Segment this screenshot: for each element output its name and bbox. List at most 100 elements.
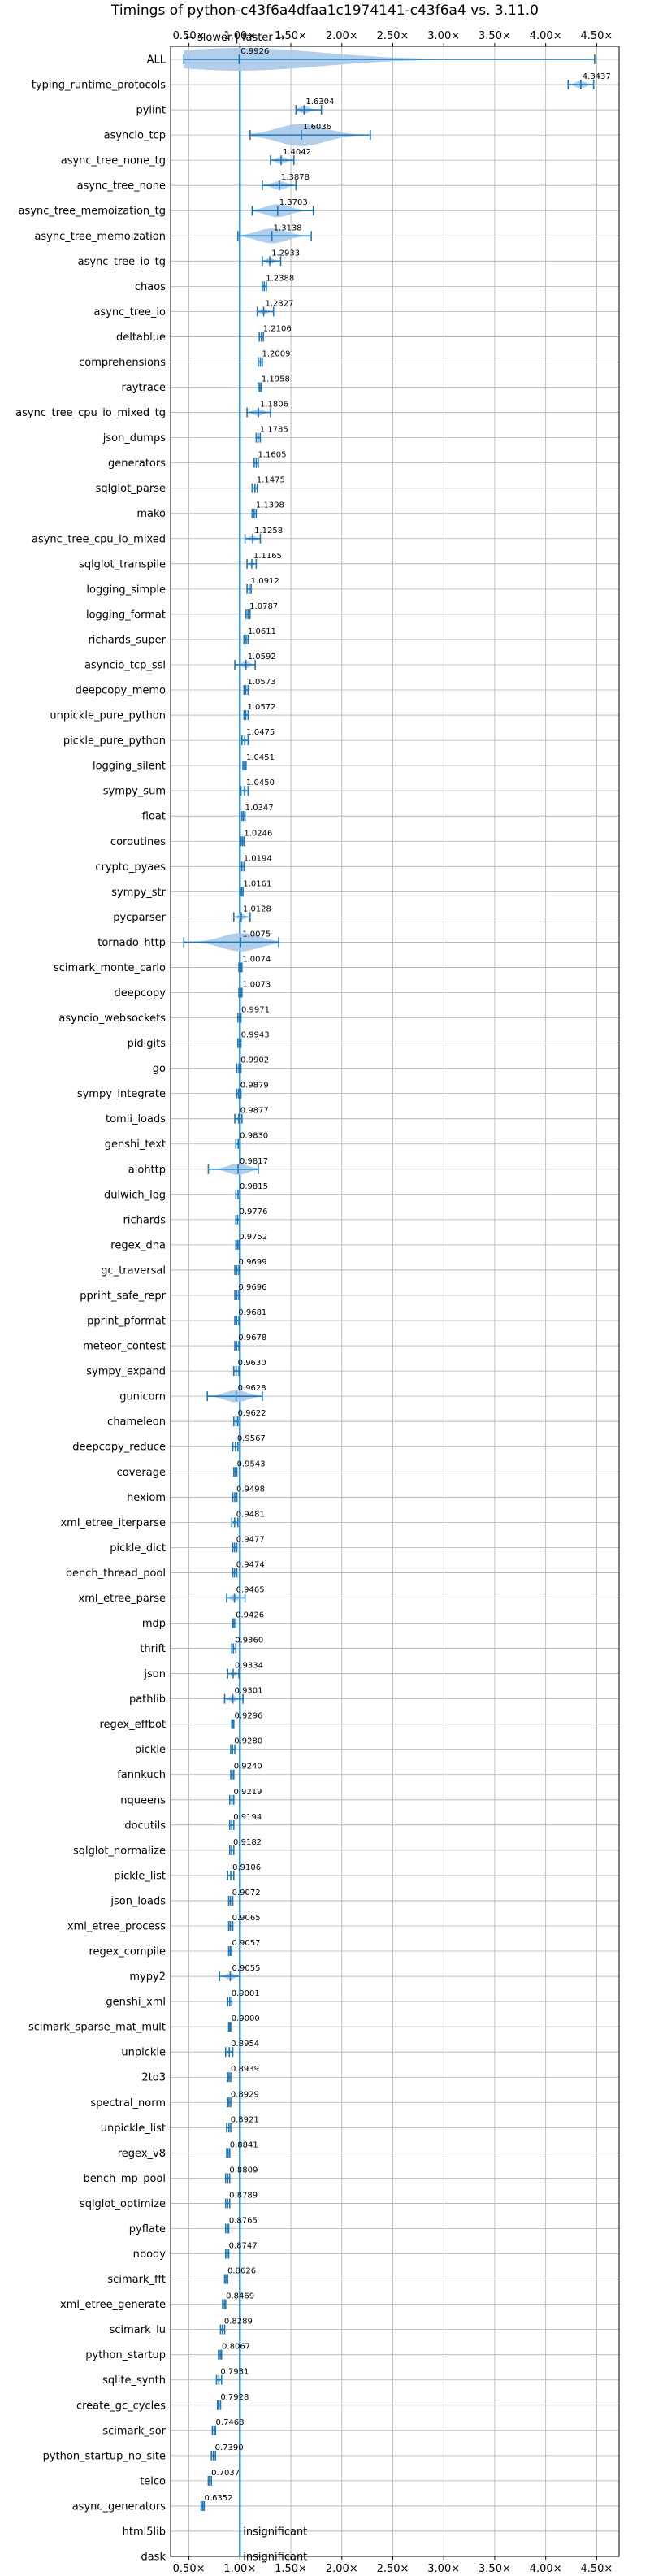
- x-tick-label-bottom: 1.00×: [223, 2563, 256, 2575]
- value-label: 0.8747: [229, 2242, 258, 2251]
- value-label: 0.9902: [240, 1056, 269, 1065]
- row-label: deltablue: [116, 332, 166, 344]
- row-label: async_tree_none: [77, 180, 166, 193]
- value-label: 0.8765: [229, 2216, 258, 2225]
- row-label: chaos: [135, 281, 166, 293]
- value-label: 0.9296: [234, 1712, 262, 1721]
- row-label: unpickle: [121, 2047, 166, 2059]
- row-label: sqlglot_optimize: [80, 2198, 166, 2210]
- x-tick-label-bottom: 4.50×: [580, 2563, 613, 2575]
- row-label: scimark_monte_carlo: [54, 962, 166, 974]
- value-label: 0.8067: [222, 2343, 250, 2352]
- x-tick-label-bottom: 3.50×: [479, 2563, 511, 2575]
- row-label: nqueens: [120, 1794, 166, 1806]
- value-label: 0.9057: [232, 1939, 260, 1948]
- row-label: pprint_safe_repr: [80, 1290, 166, 1302]
- row-label: scimark_lu: [110, 2324, 166, 2336]
- row-label: dask: [141, 2552, 166, 2564]
- row-label: mdp: [142, 1618, 166, 1630]
- value-label: 1.0787: [249, 602, 278, 611]
- value-label: 0.9474: [236, 1560, 265, 1569]
- x-tick-label-top: 0.50×: [173, 30, 206, 42]
- value-label: 1.0073: [242, 980, 271, 989]
- row-label: scimark_sor: [102, 2425, 166, 2437]
- row-label: asyncio_websockets: [58, 1013, 166, 1025]
- value-label: 0.8789: [229, 2191, 258, 2200]
- row-label: async_tree_cpu_io_mixed: [32, 533, 166, 545]
- row-label: python_startup: [85, 2349, 166, 2361]
- value-label: 1.0347: [245, 804, 274, 813]
- value-label: 0.9543: [237, 1459, 266, 1468]
- chart-marks: 0.9926 4.3437 1.6304 1.6036 1.4042 1.3878 1.37…: [183, 46, 611, 2564]
- row-label: sqlglot_normalize: [73, 1845, 166, 1857]
- row-label: xml_etree_iterparse: [60, 1517, 166, 1529]
- chart-title: Timings of python-c43f6a4dfaa1c1974141-c…: [110, 2, 539, 19]
- x-tick-label-top: 3.00×: [427, 30, 460, 42]
- value-label: 0.9481: [236, 1510, 265, 1519]
- value-label: 1.0074: [242, 955, 271, 964]
- row-label: 2to3: [141, 2072, 166, 2084]
- row-label: dulwich_log: [104, 1189, 166, 1201]
- value-label: 0.9971: [241, 1006, 270, 1015]
- row-label: gc_traversal: [101, 1264, 166, 1277]
- row-label: float: [142, 811, 166, 823]
- value-label: 1.1785: [260, 426, 288, 435]
- value-label: 0.9699: [239, 1258, 267, 1267]
- value-label: 1.2106: [263, 324, 292, 333]
- row-label: tomli_loads: [106, 1113, 166, 1125]
- row-label: scimark_sparse_mat_mult: [28, 2022, 166, 2034]
- value-label: 1.6036: [303, 123, 332, 132]
- row-label: pprint_pformat: [87, 1316, 166, 1328]
- row-label: async_tree_memoization_tg: [19, 206, 166, 218]
- value-label: 0.7928: [220, 2393, 249, 2402]
- value-label: 0.9360: [235, 1637, 263, 1646]
- value-label: 1.2009: [262, 349, 291, 358]
- row-label: ALL: [147, 54, 167, 67]
- row-label: logging_simple: [86, 583, 166, 596]
- row-label: sympy_str: [111, 887, 166, 899]
- x-tick-label-top: 3.50×: [479, 30, 511, 42]
- value-label: 0.7468: [216, 2418, 245, 2427]
- row-label: sqlglot_parse: [96, 483, 166, 495]
- value-label: 0.8469: [226, 2292, 254, 2301]
- row-label: create_gc_cycles: [76, 2400, 166, 2412]
- value-label: 0.9182: [233, 1838, 262, 1847]
- row-label: pickle: [135, 1744, 166, 1756]
- value-label: 0.9194: [233, 1813, 262, 1822]
- row-label: regex_compile: [89, 1946, 166, 1958]
- row-label: html5lib: [123, 2526, 166, 2538]
- value-label: 0.9628: [238, 1384, 266, 1393]
- x-tick-label-top: 4.00×: [530, 30, 562, 42]
- row-label: fannkuch: [117, 1769, 166, 1781]
- value-label: 1.2388: [266, 274, 294, 283]
- value-label: 0.7931: [220, 2368, 249, 2377]
- row-label: regex_dna: [110, 1239, 166, 1251]
- row-label: pickle_dict: [110, 1542, 166, 1555]
- row-label: tornado_http: [98, 937, 166, 949]
- value-label: 0.8841: [230, 2140, 258, 2149]
- row-label: asyncio_tcp: [104, 130, 166, 142]
- value-label: 0.6352: [205, 2494, 233, 2503]
- value-label: 1.1258: [254, 527, 283, 536]
- value-label: 0.9943: [241, 1031, 270, 1040]
- value-label: 1.1165: [254, 552, 282, 561]
- row-label: python_startup_no_site: [43, 2450, 166, 2462]
- row-label: sqlglot_transpile: [79, 558, 166, 570]
- value-label: 0.9877: [240, 1107, 269, 1116]
- row-label: sympy_sum: [103, 786, 166, 798]
- value-label: 1.0246: [244, 829, 272, 838]
- row-label: crypto_pyaes: [95, 861, 166, 874]
- row-label: logging_silent: [93, 761, 166, 773]
- row-label: typing_runtime_protocols: [32, 80, 166, 92]
- value-label: 1.3138: [274, 223, 302, 232]
- row-label: nbody: [133, 2249, 167, 2261]
- value-label: 1.3878: [281, 173, 310, 182]
- row-label: hexiom: [127, 1492, 166, 1504]
- row-label: aiohttp: [128, 1164, 166, 1176]
- value-label: 0.9815: [240, 1182, 268, 1191]
- value-label: 0.9830: [240, 1132, 268, 1141]
- x-tick-label-top: 2.50×: [377, 30, 410, 42]
- grid-lines: [171, 46, 619, 2557]
- value-label: 0.9072: [232, 1889, 261, 1897]
